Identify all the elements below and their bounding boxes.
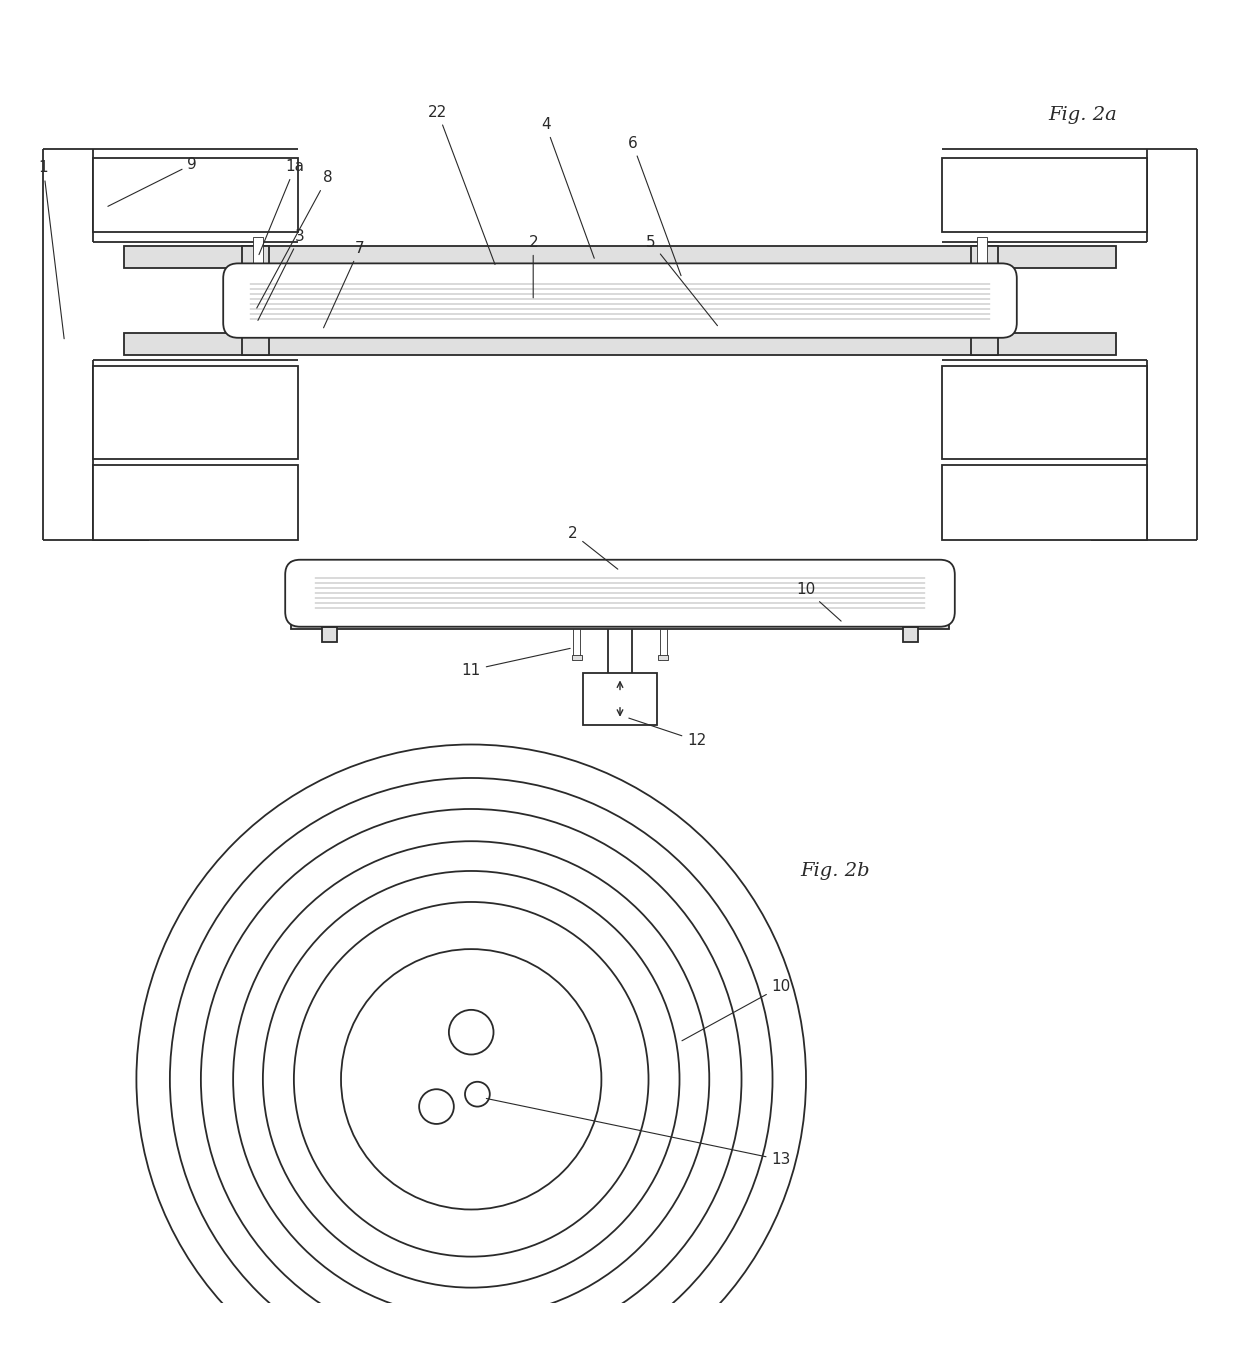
Bar: [93, 465, 298, 541]
Text: 2: 2: [568, 526, 618, 569]
Text: 7: 7: [324, 242, 365, 328]
Text: 12: 12: [629, 718, 707, 748]
Text: 3: 3: [258, 228, 305, 321]
Text: 2: 2: [528, 235, 538, 298]
Text: 5: 5: [646, 235, 718, 326]
Bar: [291, 562, 949, 575]
Bar: [229, 269, 1011, 278]
Bar: [229, 324, 1011, 333]
Text: 10: 10: [796, 581, 841, 621]
Bar: [942, 465, 1147, 541]
Text: 8: 8: [257, 171, 332, 308]
Bar: [291, 612, 949, 629]
Text: Fig. 2b: Fig. 2b: [800, 863, 869, 880]
Bar: [658, 655, 668, 661]
Bar: [124, 333, 1116, 355]
Bar: [93, 158, 298, 232]
Text: 1a: 1a: [259, 160, 305, 255]
Bar: [583, 673, 657, 725]
Bar: [242, 246, 269, 355]
Text: 1: 1: [38, 161, 64, 339]
Bar: [572, 655, 582, 661]
Bar: [322, 627, 337, 642]
Text: 10: 10: [682, 979, 791, 1040]
Text: 11: 11: [461, 648, 570, 677]
Bar: [942, 158, 1147, 232]
Text: 4: 4: [541, 117, 594, 258]
Text: 22: 22: [428, 105, 495, 265]
Bar: [971, 246, 998, 355]
Bar: [93, 366, 298, 459]
FancyBboxPatch shape: [285, 560, 955, 627]
Text: Fig. 2a: Fig. 2a: [1048, 106, 1116, 124]
Bar: [124, 246, 1116, 269]
Bar: [903, 627, 918, 642]
FancyBboxPatch shape: [223, 263, 1017, 337]
Text: 13: 13: [486, 1099, 791, 1167]
Text: 6: 6: [627, 135, 681, 276]
Bar: [977, 238, 987, 269]
Bar: [942, 366, 1147, 459]
Text: 9: 9: [108, 157, 197, 206]
Bar: [253, 238, 263, 269]
